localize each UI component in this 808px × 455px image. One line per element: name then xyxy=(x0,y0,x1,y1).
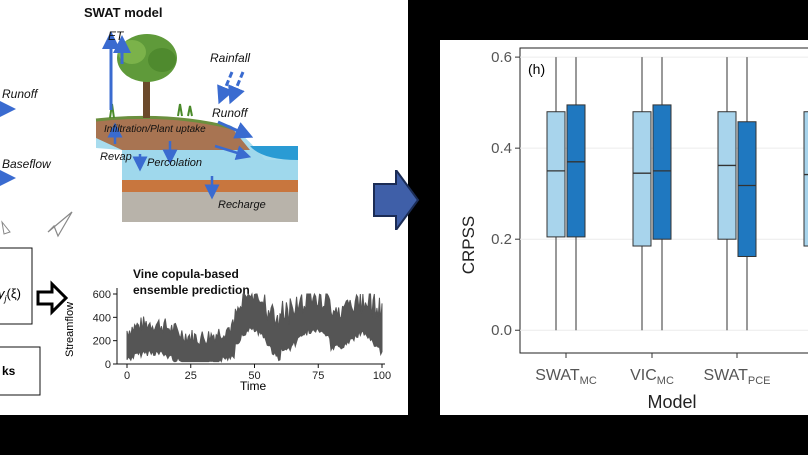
crpss-boxplot: 0.00.20.40.6 SWATMCVICMCSWATPCEVIC (h) C… xyxy=(459,47,808,412)
rainfall-label: Rainfall xyxy=(210,51,251,65)
transition-arrow-icon xyxy=(373,170,420,230)
vine-x-tick-label: 25 xyxy=(185,370,197,382)
box-rect xyxy=(652,104,672,240)
baseflow-label: Baseflow xyxy=(2,157,51,171)
y-tick-label: 0.4 xyxy=(491,140,512,157)
box-rect xyxy=(717,111,737,240)
bottom-box-text: ks xyxy=(2,364,16,378)
box-2-1 xyxy=(737,57,757,331)
vine-ylabel: Streamflow xyxy=(64,301,76,357)
vine-y-tick-label: 0 xyxy=(105,359,111,371)
box-rect xyxy=(737,121,757,257)
revap-label: Revap xyxy=(100,151,132,163)
swat-schematic xyxy=(0,31,298,396)
box-2-0 xyxy=(717,57,737,331)
percolation-label: Percolation xyxy=(147,157,203,169)
box-1-0 xyxy=(632,57,652,331)
crpss-chart-panel: 0.00.20.40.6 SWATMCVICMCSWATPCEVIC (h) C… xyxy=(440,40,808,415)
swat-model-title: SWAT model xyxy=(84,5,163,20)
vine-title-line1: Vine copula-based xyxy=(133,267,239,281)
et-label: ET xyxy=(108,29,124,43)
panel-label: (h) xyxy=(528,61,545,77)
y-tick-label: 0.0 xyxy=(491,322,512,339)
y-tick-label: 0.2 xyxy=(491,231,512,248)
runoff-right-label: Runoff xyxy=(212,106,248,120)
vine-x-tick-label: 75 xyxy=(312,370,324,382)
box-1-1 xyxy=(652,57,672,331)
gravel-layer xyxy=(122,180,298,192)
vine-x-tick-label: 0 xyxy=(124,370,130,382)
x-category-label: VICMC xyxy=(630,367,674,387)
vine-y-tick-label: 200 xyxy=(93,336,111,348)
box-rect xyxy=(632,111,652,247)
stream xyxy=(250,146,298,160)
swat-diagram-panel: SWAT model xyxy=(0,0,408,415)
vine-x-tick-label: 50 xyxy=(248,370,260,382)
formula-box xyxy=(0,247,33,325)
box-rect xyxy=(546,111,566,238)
bottom-box xyxy=(0,346,41,396)
box-rect xyxy=(566,104,586,238)
runoff-left-label: Runoff xyxy=(2,87,38,101)
x-category-label: SWATPCE xyxy=(703,367,770,387)
y-tick-label: 0.6 xyxy=(491,49,512,66)
tree-trunk xyxy=(143,70,150,118)
vine-title-line2: ensemble prediction xyxy=(133,283,250,297)
box-0-1 xyxy=(566,57,586,331)
box-rect xyxy=(803,111,808,247)
crpss-axis-label: CRPSS xyxy=(459,216,478,275)
vine-y-tick-label: 600 xyxy=(93,289,111,301)
box-0-0 xyxy=(546,57,566,331)
vine-plot: 0 200 400 600 0 25 50 75 100 xyxy=(93,288,391,382)
model-axis-label: Model xyxy=(647,392,696,412)
bedrock-layer xyxy=(122,192,298,222)
forward-arrow-icon xyxy=(36,280,69,316)
x-category-label: SWATMC xyxy=(535,367,597,387)
soil-layer xyxy=(96,117,250,150)
box-3-0 xyxy=(803,111,808,247)
vine-x-tick-label: 100 xyxy=(373,370,391,382)
vine-y-tick-label: 400 xyxy=(93,312,111,324)
recharge-label: Recharge xyxy=(218,199,266,211)
infiltration-label: Infiltration/Plant uptake xyxy=(104,124,206,135)
vine-xlabel: Time xyxy=(240,379,267,393)
formula-text: yj(ξ) xyxy=(0,286,21,304)
